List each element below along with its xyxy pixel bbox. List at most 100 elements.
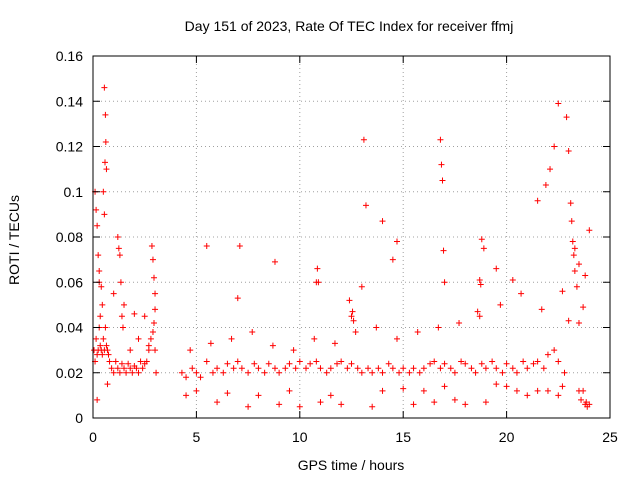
data-point	[573, 283, 580, 290]
data-point	[151, 274, 158, 281]
data-point	[255, 365, 262, 372]
x-tick-label: 10	[292, 429, 308, 445]
data-point	[437, 136, 444, 143]
data-point	[534, 387, 541, 394]
data-point	[575, 261, 582, 268]
data-point	[534, 358, 541, 365]
data-point	[292, 365, 299, 372]
data-point	[468, 365, 475, 372]
data-point	[117, 279, 124, 286]
data-point	[101, 211, 108, 218]
y-tick-label: 0.1	[64, 184, 84, 200]
data-point	[565, 148, 572, 155]
data-point	[296, 358, 303, 365]
data-point	[121, 301, 128, 308]
data-point	[575, 387, 582, 394]
data-point	[478, 236, 485, 243]
data-point	[100, 188, 107, 195]
data-point	[393, 238, 400, 245]
data-point	[497, 301, 504, 308]
data-point	[94, 351, 101, 358]
data-point	[586, 227, 593, 234]
data-point	[137, 358, 144, 365]
y-tick-label: 0.12	[56, 139, 83, 155]
data-point	[276, 369, 283, 376]
data-point	[499, 369, 506, 376]
data-point	[102, 324, 109, 331]
y-tick-label: 0.04	[56, 320, 83, 336]
data-point	[220, 369, 227, 376]
data-point	[493, 365, 500, 372]
data-point	[462, 360, 469, 367]
data-point	[127, 347, 134, 354]
data-point	[314, 265, 321, 272]
data-point	[555, 392, 562, 399]
data-point	[350, 317, 357, 324]
data-point	[518, 290, 525, 297]
chart-title: Day 151 of 2023, Rate Of TEC Index for r…	[185, 18, 514, 34]
data-point	[153, 369, 160, 376]
data-point	[440, 247, 447, 254]
data-point	[101, 159, 108, 166]
data-point	[307, 360, 314, 367]
y-axis-label: ROTI / TECUs	[6, 195, 22, 285]
data-point	[476, 276, 483, 283]
data-point	[97, 313, 104, 320]
data-point	[348, 360, 355, 367]
data-point	[441, 360, 448, 367]
data-point	[323, 369, 330, 376]
data-point	[420, 387, 427, 394]
data-point	[108, 365, 115, 372]
data-point	[141, 313, 148, 320]
data-point	[431, 399, 438, 406]
data-point	[493, 381, 500, 388]
y-tick-label: 0.16	[56, 48, 83, 64]
data-point	[114, 234, 121, 240]
data-point	[95, 252, 102, 259]
data-point	[193, 387, 200, 394]
data-point	[567, 200, 574, 207]
data-point	[112, 358, 119, 365]
data-point	[534, 197, 541, 204]
data-point	[103, 166, 110, 173]
data-point	[102, 111, 109, 118]
data-point	[379, 369, 386, 376]
data-point	[586, 401, 593, 408]
data-point	[462, 401, 469, 408]
data-point	[152, 347, 159, 354]
data-point	[127, 365, 134, 372]
data-point	[437, 365, 444, 372]
data-point	[98, 283, 105, 290]
data-point	[214, 399, 221, 406]
data-point	[346, 297, 353, 304]
data-point	[563, 114, 570, 121]
data-point	[540, 365, 547, 372]
data-point	[375, 365, 382, 372]
data-point	[349, 308, 356, 315]
data-point	[129, 369, 136, 376]
data-point	[94, 222, 101, 229]
data-point	[578, 396, 585, 403]
data-point	[362, 202, 369, 209]
data-point	[427, 360, 434, 367]
data-point	[544, 387, 551, 394]
grid-lines	[93, 56, 610, 418]
x-axis-ticks: 0 5 10 15 20 25	[89, 56, 618, 445]
data-point	[569, 238, 576, 245]
data-point	[209, 369, 216, 376]
data-point	[373, 324, 380, 331]
x-tick-label: 15	[395, 429, 411, 445]
data-point	[360, 136, 367, 143]
data-point	[135, 369, 142, 376]
x-tick-label: 20	[499, 429, 515, 445]
data-point	[389, 256, 396, 263]
data-point	[385, 360, 392, 367]
data-point	[152, 290, 159, 297]
data-point	[369, 369, 376, 376]
data-point	[265, 360, 272, 367]
y-tick-label: 0.06	[56, 274, 83, 290]
data-point	[290, 347, 297, 354]
data-point	[271, 258, 278, 265]
data-point	[538, 306, 545, 313]
